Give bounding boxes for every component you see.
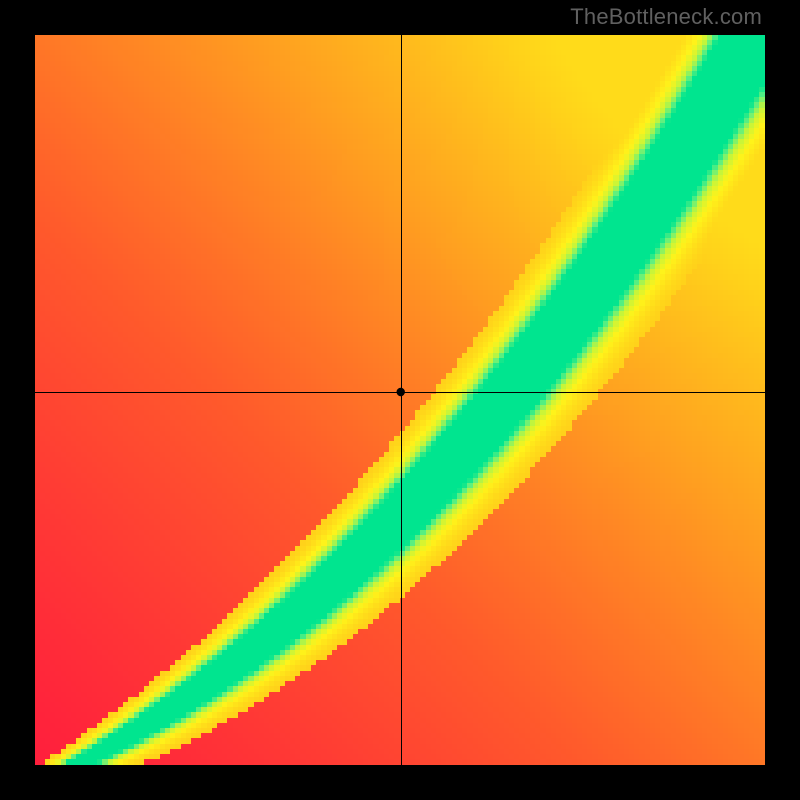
watermark-text: TheBottleneck.com xyxy=(570,4,762,30)
outer-frame: TheBottleneck.com xyxy=(0,0,800,800)
heatmap-canvas xyxy=(35,35,765,765)
heatmap-plot xyxy=(35,35,765,765)
